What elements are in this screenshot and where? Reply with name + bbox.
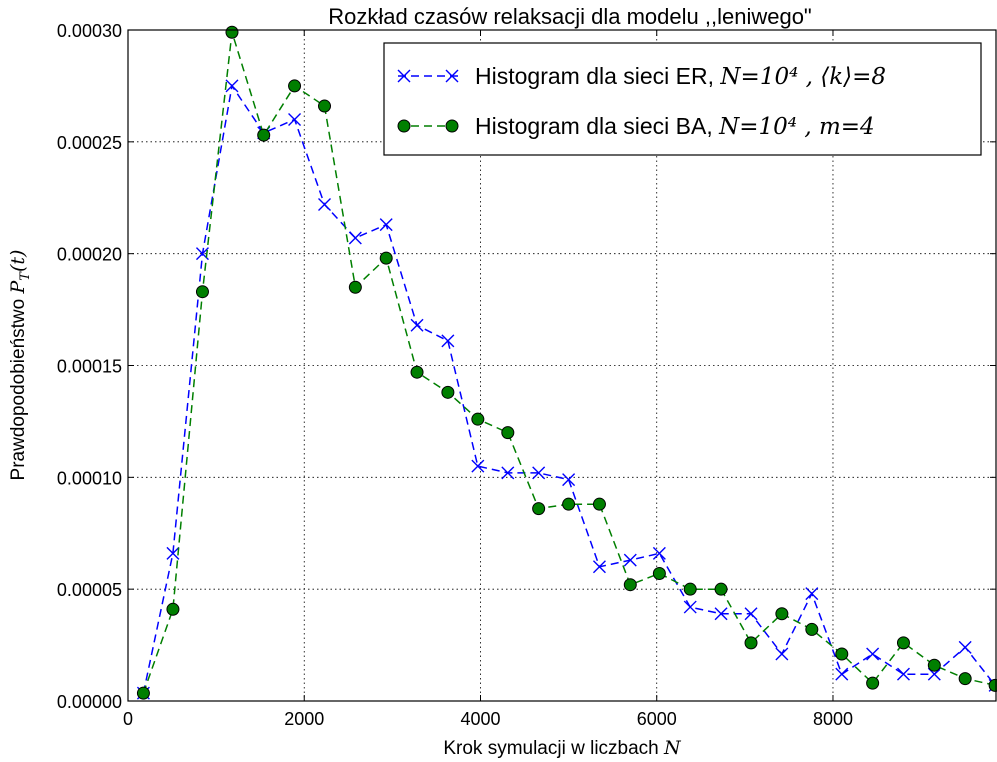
data-point [225, 79, 239, 93]
data-point [652, 567, 666, 581]
data-point [866, 676, 880, 690]
data-point [805, 622, 819, 636]
chart-title: Rozkład czasów relaksacji dla modelu ,,l… [328, 4, 811, 29]
legend: Histogram dla sieci ER, N=10⁴ , ⟨k⟩=8 His… [383, 42, 982, 156]
y-tick-label: 0.00015 [57, 357, 122, 377]
data-point [225, 25, 239, 39]
y-axis-label: Prawdopodobieństwo PT(t) [7, 250, 33, 481]
data-point [958, 672, 972, 686]
legend-marker [397, 69, 411, 83]
legend-marker [445, 69, 459, 83]
data-point [714, 607, 728, 621]
data-point [166, 546, 180, 560]
data-point [318, 197, 332, 211]
data-point [532, 466, 546, 480]
data-point [471, 459, 485, 473]
data-point [652, 546, 666, 560]
data-point [318, 99, 332, 113]
series-ba [136, 25, 997, 700]
y-tick-label: 0.00000 [57, 692, 122, 712]
x-tick-label: 0 [123, 709, 133, 729]
data-point [835, 647, 849, 661]
x-tick-label: 6000 [637, 709, 677, 729]
x-tick-label: 8000 [813, 709, 853, 729]
data-point [683, 582, 697, 596]
data-point [896, 667, 910, 681]
legend-marker [445, 119, 459, 133]
legend-marker [397, 119, 411, 133]
data-point [348, 280, 362, 294]
data-point [471, 412, 485, 426]
data-point [896, 636, 910, 650]
data-point [775, 607, 789, 621]
legend-entry: Histogram dla sieci ER, N=10⁴ , ⟨k⟩=8 [397, 63, 886, 90]
data-point [623, 578, 637, 592]
data-point [257, 128, 271, 142]
x-tick-label: 4000 [460, 709, 500, 729]
axis-ticks: 0 2000 4000 6000 8000 0.00000 0.00005 0.00010 0.… [57, 21, 996, 729]
y-tick-label: 0.00030 [57, 21, 122, 41]
data-point [592, 560, 606, 574]
data-point [166, 602, 180, 616]
data-point [410, 365, 424, 379]
data-point [562, 497, 576, 511]
data-point [348, 231, 362, 245]
data-point [288, 112, 302, 126]
series-line [142, 83, 996, 694]
data-point [958, 640, 972, 654]
data-point [744, 607, 758, 621]
data-point [988, 678, 997, 692]
x-axis-label: Krok symulacji w liczbach N [443, 737, 682, 759]
legend-box [383, 42, 982, 156]
data-point [866, 647, 880, 661]
data-point [532, 502, 546, 516]
legend-label: Histogram dla sieci ER, N=10⁴ , ⟨k⟩=8 [475, 63, 886, 90]
data-point [714, 582, 728, 596]
legend-entry: Histogram dla sieci BA, N=10⁴ , m=4 [397, 113, 875, 140]
data-point [379, 218, 393, 232]
series-layer [136, 25, 997, 700]
data-point [288, 79, 302, 93]
data-point [136, 686, 150, 700]
legend-label: Histogram dla sieci BA, N=10⁴ , m=4 [475, 113, 875, 140]
y-tick-label: 0.00005 [57, 580, 122, 600]
data-point [775, 647, 789, 661]
data-point [410, 318, 424, 332]
data-point [744, 636, 758, 650]
data-point [195, 285, 209, 299]
data-point [835, 667, 849, 681]
data-point [592, 497, 606, 511]
data-point [562, 473, 576, 487]
data-point [927, 658, 941, 672]
series-er [136, 79, 997, 700]
data-point [623, 553, 637, 567]
data-point [501, 426, 515, 440]
data-point [441, 334, 455, 348]
data-point [805, 587, 819, 601]
data-point [501, 466, 515, 480]
x-tick-label: 2000 [284, 709, 324, 729]
y-tick-label: 0.00010 [57, 468, 122, 488]
y-tick-label: 0.00020 [57, 245, 122, 265]
y-tick-label: 0.00025 [57, 133, 122, 153]
data-point [441, 385, 455, 399]
data-point [379, 251, 393, 265]
data-point [683, 600, 697, 614]
